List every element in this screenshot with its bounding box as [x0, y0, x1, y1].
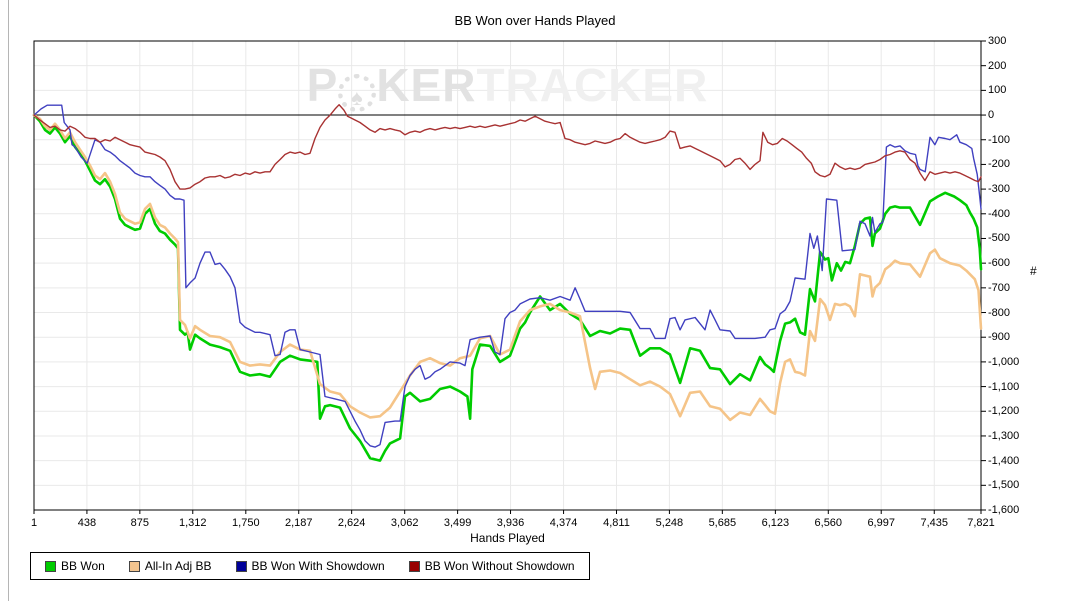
legend-item: BB Won With Showdown: [235, 559, 385, 573]
y-tick-label: -300: [988, 183, 1011, 196]
x-tick-label: 3,936: [496, 517, 525, 529]
y-tick-label: -1,400: [988, 454, 1020, 467]
x-tick-label: 6,997: [867, 517, 895, 529]
y-tick-label: -1,600: [988, 504, 1020, 516]
legend-label: BB Won Without Showdown: [424, 559, 575, 573]
x-tick-label: 4,374: [549, 517, 578, 529]
x-tick-label: 3,499: [443, 517, 472, 529]
y-tick-label: -600: [988, 257, 1011, 270]
y-axis-unit: #: [1030, 264, 1037, 278]
legend-item: BB Won Without Showdown: [408, 559, 575, 573]
y-tick-label: 100: [988, 84, 1007, 97]
y-tick-label: -1,300: [988, 429, 1020, 442]
x-tick-label: 4,811: [603, 517, 630, 529]
x-tick-label: 2,624: [337, 517, 366, 529]
y-tick-label: 300: [988, 35, 1007, 47]
legend: BB Won All-In Adj BB BB Won With Showdown B…: [30, 552, 590, 580]
x-tick-label: 5,685: [708, 517, 737, 529]
x-tick-label: 7,821: [967, 517, 995, 529]
legend-swatch-icon: [45, 560, 56, 572]
plot-border: [33, 40, 982, 511]
x-tick-label: 3,062: [390, 517, 419, 529]
series-line-all-in-adj-bb[interactable]: [32, 113, 983, 422]
legend-item: All-In Adj BB: [128, 559, 212, 573]
series-line-bb-won-without-showdown[interactable]: [33, 103, 982, 190]
x-tick-label: 1,312: [178, 517, 207, 529]
window-edge-divider: [8, 0, 9, 601]
legend-label: BB Won With Showdown: [251, 559, 385, 573]
y-tick-label: -900: [988, 331, 1011, 344]
legend-item: BB Won: [45, 559, 105, 573]
series-line-bb-won-with-showdown[interactable]: [33, 104, 982, 448]
y-tick-label: 200: [988, 59, 1007, 72]
y-tick-label: -1,000: [988, 355, 1020, 368]
x-tick-label: 1: [30, 517, 38, 529]
y-tick-label: -1,100: [988, 380, 1020, 393]
legend-label: All-In Adj BB: [144, 559, 212, 573]
y-tick-label: -500: [988, 232, 1011, 245]
x-tick-label: 2,187: [284, 517, 313, 529]
legend-swatch-icon: [408, 560, 420, 572]
x-tick-label: 875: [130, 517, 150, 529]
legend-label: BB Won: [61, 559, 105, 573]
y-tick-label: -800: [988, 306, 1011, 319]
x-axis-title: Hands Played: [470, 531, 545, 545]
legend-swatch-icon: [128, 560, 140, 572]
x-tick-label: 1,750: [232, 517, 260, 529]
y-tick-label: -700: [988, 281, 1011, 294]
y-tick-label: 0: [988, 109, 995, 122]
chart-title: BB Won over Hands Played: [454, 13, 616, 28]
series-line-bb-won[interactable]: [32, 113, 983, 462]
y-tick-label: -100: [988, 133, 1011, 146]
x-tick-label: 7,435: [920, 517, 949, 529]
x-tick-label: 5,248: [655, 517, 684, 529]
x-tick-label: 438: [77, 517, 97, 529]
x-tick-label: 6,560: [814, 517, 843, 529]
y-tick-label: -1,200: [988, 405, 1020, 418]
y-tick-label: -400: [988, 207, 1011, 220]
x-tick-label: 6,123: [761, 517, 790, 529]
y-tick-label: -200: [988, 158, 1011, 171]
legend-swatch-icon: [235, 560, 247, 572]
y-tick-label: -1,500: [988, 479, 1020, 492]
